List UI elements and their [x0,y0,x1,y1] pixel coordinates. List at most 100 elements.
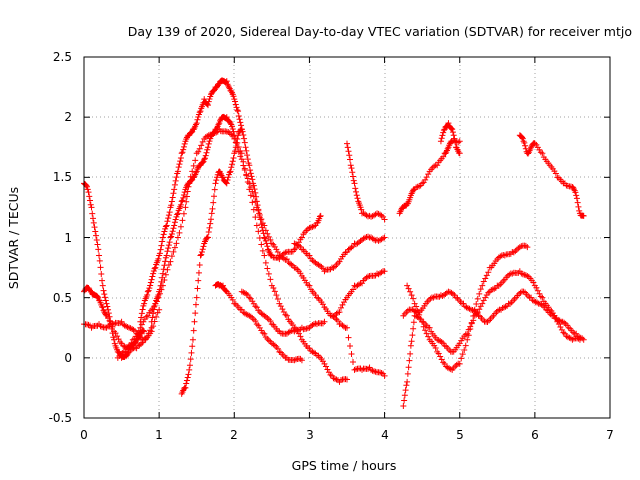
data-point [230,93,237,100]
data-point [118,318,125,325]
data-point [157,246,164,253]
data-point [233,140,240,147]
data-point [441,360,448,367]
data-point [230,155,237,162]
data-point [192,301,199,308]
data-point [264,230,271,237]
data-point [165,242,172,249]
data-point [227,168,234,175]
data-point [204,102,211,109]
data-point [264,243,271,250]
data-point [249,199,256,206]
data-point [467,326,474,333]
data-point [169,228,176,235]
data-point [166,239,173,246]
data-point [203,149,210,156]
data-point [322,363,329,370]
x-tick-label: 4 [381,428,389,442]
x-tick-label: 3 [306,428,314,442]
data-point [190,162,197,169]
data-point [263,240,270,247]
data-point [101,291,108,298]
data-point [173,240,180,247]
data-point [201,96,208,103]
data-point [122,348,129,355]
data-point [252,318,259,325]
data-point [432,344,439,351]
data-point [165,215,172,222]
data-point [381,372,388,379]
data-point [85,189,92,196]
data-point [458,355,465,362]
data-point [154,309,161,316]
data-point [162,223,169,230]
data-point [321,318,328,325]
data-point [381,234,388,241]
data-point [306,224,313,231]
data-point [282,311,289,318]
data-point [408,292,415,299]
data-point [186,362,193,369]
data-point [161,277,168,284]
data-point [360,277,367,284]
data-point [94,293,101,300]
data-point [238,156,245,163]
data-point [334,318,341,325]
data-point [197,108,204,115]
data-point [410,325,417,332]
data-point [401,397,408,404]
data-point [159,238,166,245]
data-point [200,243,207,250]
data-point [171,222,178,229]
data-point [182,384,189,391]
data-point [235,108,242,115]
data-point [208,210,215,217]
data-point [102,297,109,304]
data-point [204,146,211,153]
data-point [220,282,227,289]
data-point [345,334,352,341]
data-point [171,219,178,226]
data-point [437,138,444,145]
data-point [141,300,148,307]
data-point [252,198,259,205]
data-point [189,168,196,175]
y-tick-label: -0.5 [49,411,72,425]
data-point [345,148,352,155]
data-point [194,116,201,123]
data-point [253,204,260,211]
data-point [407,350,414,357]
data-point [114,333,121,340]
data-point [190,174,197,181]
data-point [464,336,471,343]
data-point [449,126,456,133]
data-point [253,222,260,229]
data-point [258,216,265,223]
data-point [423,174,430,181]
data-point [150,304,157,311]
data-point [97,264,104,271]
data-point [232,144,239,151]
data-point [180,143,187,150]
data-point [408,338,415,345]
data-point [306,252,313,259]
data-point [344,324,350,331]
data-point [258,221,265,228]
data-point [404,282,411,289]
data-point [244,152,251,159]
data-point [351,180,358,187]
data-point [407,288,414,295]
data-point [434,162,441,169]
data-point [168,202,175,209]
data-point [482,275,489,282]
data-point [174,234,181,241]
data-point [426,324,433,331]
data-point [193,150,200,157]
data-point [147,279,154,286]
data-point [307,255,314,262]
data-point [181,189,188,196]
data-point [138,310,145,317]
data-point [226,169,233,176]
data-point [147,282,154,289]
